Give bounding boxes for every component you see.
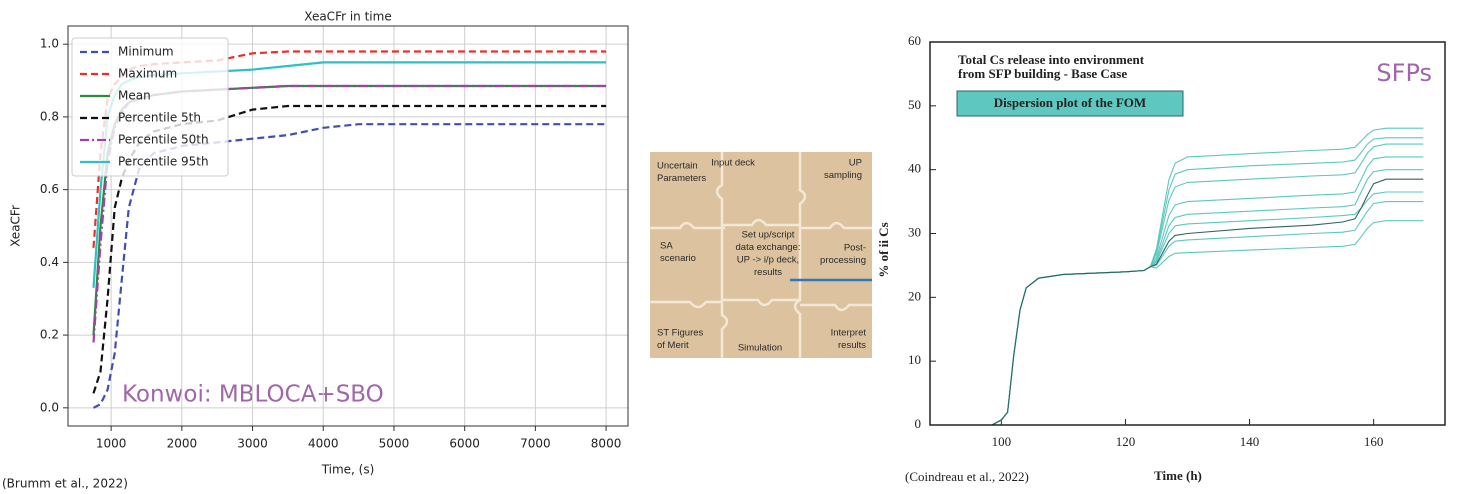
legend-label: Percentile 5th (118, 111, 201, 125)
y-axis-label: % of ii Cs (876, 222, 891, 277)
legend-label: Maximum (118, 67, 177, 81)
series-line (992, 202, 1423, 425)
x-tick-label: 2000 (167, 437, 198, 451)
x-axis-label: Time (h) (1154, 468, 1202, 483)
series-line (992, 128, 1423, 425)
x-tick-label: 5000 (379, 437, 410, 451)
series-line (992, 221, 1423, 425)
y-tick-label: 0 (915, 416, 922, 431)
y-tick-label: 30 (908, 224, 921, 239)
puzzle-label: data exchange: (736, 242, 801, 253)
series-line (992, 144, 1423, 425)
source: (Coindreau et al., 2022) (905, 469, 1029, 484)
x-tick-label: 7000 (520, 437, 551, 451)
puzzle-label: Simulation (738, 343, 782, 354)
legend-label: Minimum (118, 45, 174, 59)
puzzle-label: Post- (844, 243, 866, 254)
puzzle-label: of Merit (657, 340, 689, 351)
y-tick-label: 20 (908, 288, 921, 303)
x-tick-label: 160 (1364, 434, 1384, 449)
puzzle-label: processing (820, 255, 866, 266)
legend-label: Mean (118, 89, 151, 103)
puzzle-label: results (754, 267, 782, 278)
x-tick-label: 6000 (449, 437, 480, 451)
chart-title: XeaCFr in time (304, 10, 391, 24)
x-tick-label: 1000 (96, 437, 127, 451)
series-line (992, 170, 1423, 425)
puzzle-label: results (838, 340, 866, 351)
y-tick-label: 10 (908, 352, 921, 367)
x-tick-label: 140 (1240, 434, 1260, 449)
y-tick-label: 60 (908, 33, 921, 48)
x-tick-label: 3000 (237, 437, 268, 451)
y-tick-label: 1.0 (40, 37, 59, 51)
legend-label: Percentile 95th (118, 155, 209, 169)
puzzle-label: sampling (824, 170, 862, 181)
y-tick-label: 50 (908, 97, 921, 112)
series-line (992, 179, 1423, 425)
x-tick-label: 100 (992, 434, 1012, 449)
puzzle-label: Interpret (831, 328, 867, 339)
puzzle-label: Set up/script (742, 230, 795, 241)
y-tick-label: 0.8 (40, 109, 59, 123)
y-tick-label: 0.0 (40, 400, 59, 414)
y-axis-label: XeaCFr (9, 205, 23, 247)
chart-right: Time (h) % of ii Cs Total Cs release int… (876, 33, 1445, 484)
y-tick-label: 40 (908, 161, 921, 176)
x-axis-label: Time, (s) (321, 463, 375, 477)
x-tick-label: 4000 (308, 437, 339, 451)
chart-left: XeaCFr in time Time, (s) XeaCFr Konwoi: … (2, 10, 628, 491)
puzzle-label: UP -> i/p deck, (737, 255, 799, 266)
puzzle-label: Uncertain (657, 161, 698, 172)
annotation: SFPs (1376, 59, 1432, 87)
y-tick-label: 0.2 (40, 328, 59, 342)
y-tick-label: 0.4 (40, 255, 59, 269)
puzzle-label: Input deck (711, 158, 755, 169)
annotation: Total Cs release into environment (958, 52, 1145, 67)
annotation: Dispersion plot of the FOM (994, 95, 1146, 110)
legend-label: Percentile 50th (118, 133, 209, 147)
puzzle-label: scenario (660, 253, 696, 264)
puzzle-label: SA (660, 241, 673, 252)
x-tick-label: 120 (1116, 434, 1136, 449)
puzzle-label: Parameters (657, 173, 706, 184)
x-tick-label: 8000 (591, 437, 622, 451)
puzzle-label: ST Figures (657, 328, 704, 339)
annotation: from SFP building - Base Case (958, 66, 1127, 81)
y-tick-label: 0.6 (40, 182, 59, 196)
puzzle-label: UP (849, 158, 862, 169)
source: (Brumm et al., 2022) (2, 477, 128, 491)
series-line (992, 192, 1423, 425)
slide: XeaCFr in time Time, (s) XeaCFr Konwoi: … (0, 0, 1467, 494)
